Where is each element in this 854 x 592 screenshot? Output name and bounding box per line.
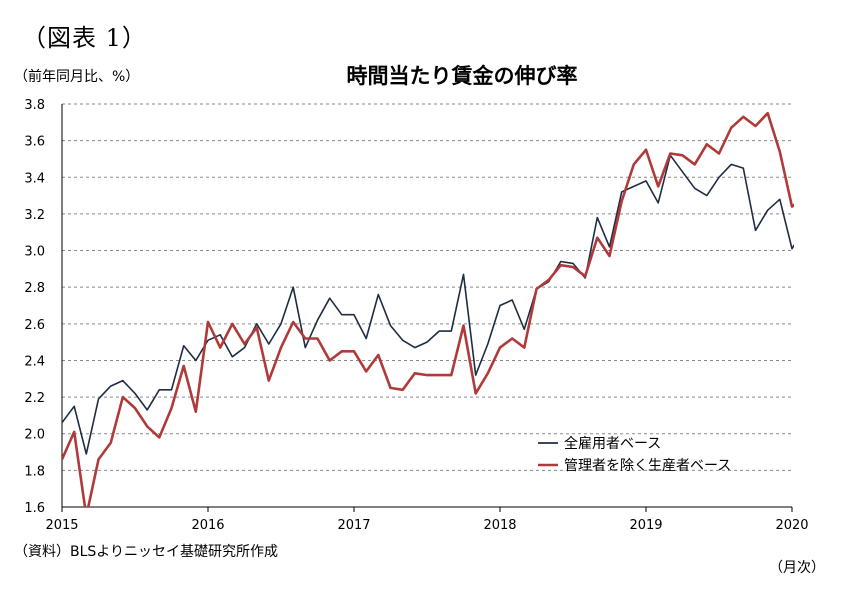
legend-label-2: 管理者を除く生産者ベース [564, 458, 731, 474]
x-tick-labels: 2015 2016 2017 2018 2019 2020 [45, 518, 808, 533]
y-tick-label: 3.6 [24, 135, 45, 150]
figure-label: （図表 1） [22, 24, 147, 52]
x-axis-unit-label: （月次） [769, 560, 825, 576]
x-tick-label: 2018 [483, 518, 516, 533]
gridlines [62, 103, 792, 471]
x-tick-label: 2019 [629, 518, 662, 533]
y-tick-label: 2.2 [24, 391, 45, 406]
series-line-2 [62, 111, 794, 507]
x-tick-label: 2016 [191, 518, 224, 533]
legend-label-1: 全雇用者ベース [564, 435, 661, 452]
x-tick-label: 2020 [775, 518, 808, 533]
x-tick-label: 2017 [337, 518, 370, 533]
y-axis-unit-label: （前年同月比、%） [14, 69, 140, 85]
y-tick-label: 1.8 [24, 464, 45, 479]
y-tick-label: 2.6 [24, 318, 45, 333]
chart-title: 時間当たり賃金の伸び率 [346, 64, 578, 88]
y-tick-label: 3.4 [24, 171, 45, 186]
y-tick-label: 2.8 [24, 281, 45, 296]
y-tick-labels: 1.6 1.8 2.0 2.2 2.4 2.6 2.8 3.0 3.2 3.4 3.6 3.8 [24, 98, 45, 516]
y-tick-label: 3.2 [24, 208, 45, 223]
axes [61, 104, 793, 512]
series-line-1 [62, 154, 794, 455]
y-tick-label: 1.6 [24, 501, 45, 516]
y-tick-label: 3.0 [24, 245, 45, 260]
y-tick-label: 2.0 [24, 428, 45, 443]
source-note: （資料）BLSよりニッセイ基礎研究所作成 [14, 544, 279, 560]
y-tick-label: 2.4 [24, 354, 45, 369]
x-tick-label: 2015 [45, 518, 78, 533]
series-lines [62, 111, 794, 507]
y-tick-label: 3.8 [24, 98, 45, 113]
